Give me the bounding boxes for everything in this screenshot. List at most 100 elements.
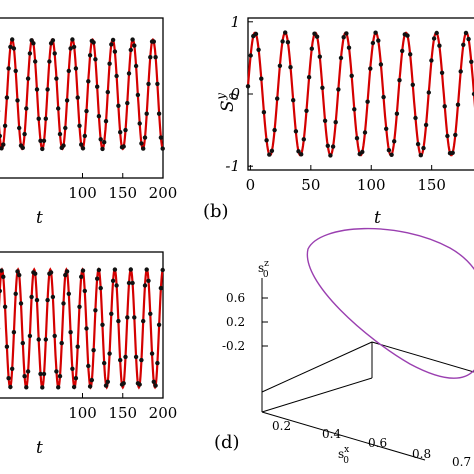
data-point (137, 382, 142, 387)
data-point (70, 366, 75, 371)
data-point (158, 285, 164, 291)
data-point (93, 57, 98, 62)
data-point (312, 31, 317, 36)
data-point (31, 41, 36, 46)
data-point (360, 149, 365, 155)
data-point (36, 337, 41, 342)
x-axis-label: sx 0 (338, 445, 349, 466)
data-point (43, 337, 48, 342)
data-point (34, 87, 40, 92)
data-point (338, 55, 344, 61)
data-point (22, 131, 27, 137)
data-point (61, 301, 66, 306)
data-point (64, 98, 70, 103)
data-point (33, 59, 38, 64)
data-point (73, 376, 79, 381)
data-point (80, 268, 86, 273)
data-point (400, 48, 405, 54)
data-point (22, 374, 27, 379)
data-point (2, 123, 8, 128)
data-point (110, 278, 116, 283)
panel-d: 0.6 0.2 -0.2 0.2 0.4 0.6 0.8 0.7 sz 0 sx 0… (214, 227, 474, 469)
x-tick-label-1: 0.2 (272, 419, 291, 433)
y-tick-label: 0 (230, 85, 240, 103)
data-point (275, 96, 280, 101)
y-tick-label: -1 (225, 157, 240, 175)
data-point (25, 369, 31, 374)
data-point (125, 100, 130, 106)
data-point (68, 330, 73, 335)
data-point (461, 42, 466, 47)
x-tick-label: 0 (246, 176, 256, 194)
data-point (61, 143, 66, 148)
data-point (43, 116, 48, 121)
data-point (160, 146, 165, 151)
data-point (123, 127, 128, 133)
data-point (381, 94, 386, 100)
data-point (415, 141, 421, 147)
data-point (114, 73, 119, 79)
data-point (352, 107, 357, 112)
data-point (158, 135, 164, 140)
data-point (73, 66, 79, 71)
data-point (445, 133, 450, 139)
data-point (469, 59, 474, 64)
data-point (66, 291, 72, 296)
x-axis-title-a: t (36, 208, 43, 228)
data-point (82, 288, 88, 294)
data-point (139, 141, 144, 146)
data-point (453, 132, 458, 138)
x-tick-label-3: 0.6 (368, 436, 387, 450)
data-point (27, 333, 33, 339)
series-line (0, 37, 164, 151)
data-point (123, 354, 128, 360)
data-point (11, 330, 17, 335)
ticks-c: 100 150 200 (68, 393, 177, 422)
y-axis-title-b: S0y (214, 92, 241, 112)
data-point (149, 351, 155, 356)
y-tick-label-1: 0.7 (452, 455, 471, 469)
data-point (336, 87, 341, 92)
data-point (285, 40, 291, 45)
plot-frame-a (0, 17, 164, 179)
data-point (52, 51, 57, 56)
data-point (269, 148, 275, 153)
data-point (48, 270, 54, 275)
data-point (110, 37, 116, 43)
data-point (57, 374, 63, 379)
data-point (141, 318, 146, 324)
data-point (264, 138, 269, 143)
data-point (148, 311, 153, 316)
data-point (413, 115, 418, 121)
data-point (314, 34, 320, 39)
data-point (71, 44, 77, 50)
data-point (277, 63, 283, 68)
data-point (333, 120, 338, 125)
data-point (397, 78, 402, 83)
data-point (0, 268, 4, 273)
data-point (128, 47, 133, 53)
data-point (116, 103, 121, 109)
x-tick-label: 100 (68, 184, 97, 202)
data-point (378, 62, 384, 67)
data-point (77, 304, 82, 309)
data-point (11, 46, 17, 51)
data-point (370, 40, 376, 46)
x-tick-label: 150 (108, 404, 137, 422)
data-point (156, 111, 162, 116)
data-point (103, 383, 109, 388)
data-point (133, 63, 139, 69)
data-point (142, 283, 148, 288)
data-point (59, 340, 64, 346)
data-point (112, 49, 118, 54)
data-point (4, 344, 10, 349)
plot-frame-c (0, 251, 164, 399)
data-point (100, 146, 105, 152)
data-point (0, 146, 4, 151)
data-point (64, 269, 70, 274)
data-point (98, 137, 103, 142)
data-point (15, 269, 20, 274)
data-point (245, 84, 251, 89)
data-point (458, 69, 463, 74)
